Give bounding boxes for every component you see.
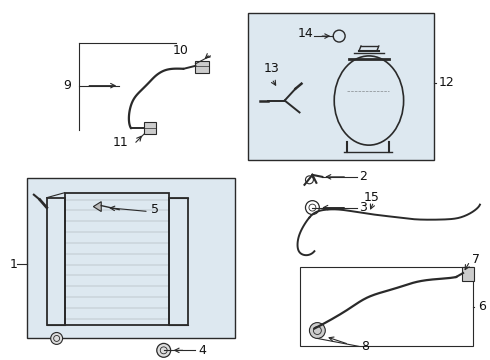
Text: 1: 1	[10, 258, 18, 271]
Bar	[299, 267, 473, 346]
Bar	[248, 13, 434, 160]
Text: 13: 13	[264, 62, 280, 75]
Text: 11: 11	[113, 136, 129, 149]
Circle shape	[50, 333, 63, 345]
Text: 9: 9	[64, 79, 72, 92]
Text: 12: 12	[439, 76, 454, 89]
Text: 10: 10	[172, 44, 189, 58]
Text: 15: 15	[364, 191, 380, 204]
Text: 5: 5	[151, 203, 159, 216]
Circle shape	[310, 323, 325, 338]
Text: 14: 14	[297, 27, 313, 40]
Circle shape	[157, 343, 171, 357]
Bar	[47, 198, 65, 325]
Text: 6: 6	[478, 300, 486, 313]
Bar	[462, 267, 474, 281]
Text: 3: 3	[359, 201, 367, 214]
Text: 2: 2	[359, 170, 367, 183]
Bar	[196, 61, 209, 73]
Bar	[65, 193, 169, 325]
Bar	[169, 198, 189, 325]
Polygon shape	[93, 202, 101, 212]
Text: 4: 4	[198, 344, 206, 357]
Text: 8: 8	[361, 340, 369, 353]
Bar	[27, 178, 235, 338]
Bar	[144, 122, 156, 134]
Text: 7: 7	[472, 253, 480, 266]
